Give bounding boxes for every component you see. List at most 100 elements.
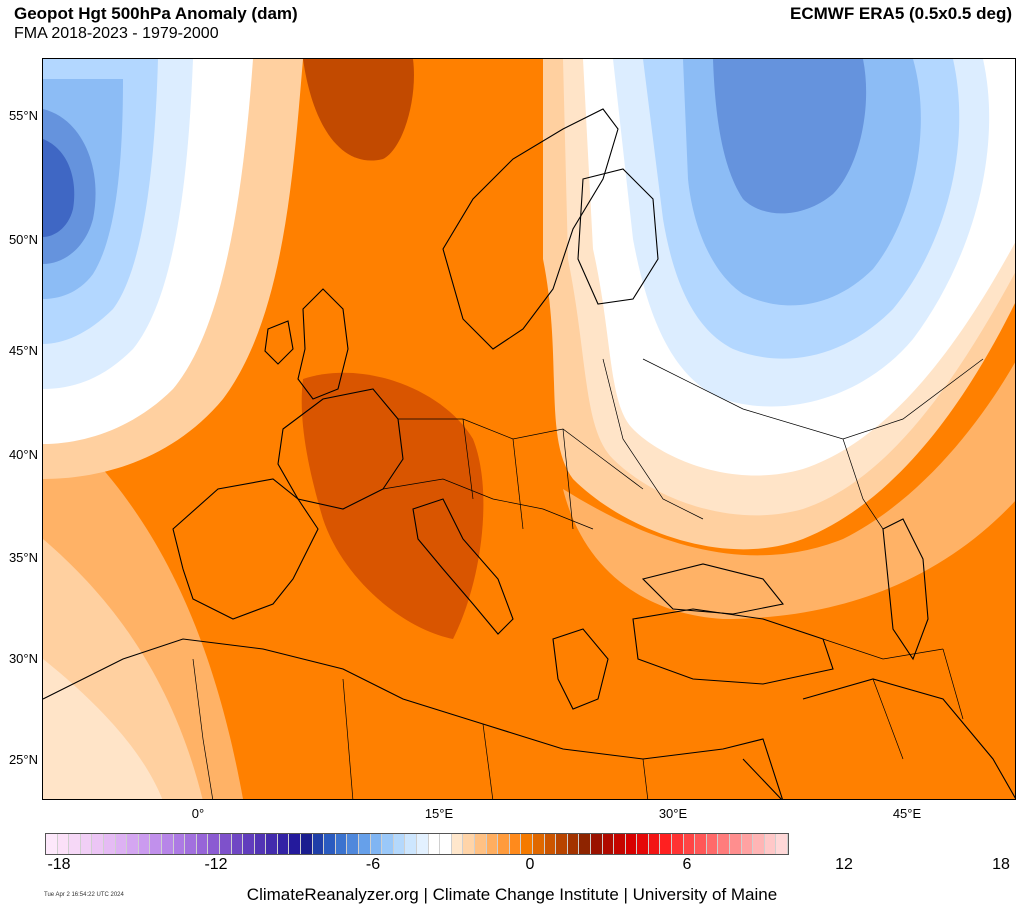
colorbar-cell (382, 834, 394, 854)
finland-outline (577, 168, 659, 305)
colorbar-cell (405, 834, 417, 854)
colorbar-cell (312, 834, 325, 854)
colorbar-cell (544, 834, 557, 854)
lat-label: 55°N (8, 108, 38, 123)
colorbar-cell (428, 834, 441, 854)
colorbar-tick: -6 (365, 856, 381, 873)
north-sea-deep-orange (303, 59, 414, 161)
colorbar-tick: 0 (525, 856, 535, 873)
colorbar-cell (695, 834, 707, 854)
lat-label: 45°N (8, 343, 38, 358)
colorbar-cell (92, 834, 104, 854)
central-deep-orange (301, 372, 484, 639)
colorbar-cell (625, 834, 638, 854)
border-line (942, 648, 964, 720)
colorbar-cell (57, 834, 70, 854)
colorbar-cell (614, 834, 626, 854)
scandinavia-outline (442, 108, 619, 350)
colorbar-cell (417, 834, 429, 854)
arabia-outline (802, 678, 1015, 799)
colorbar-cell (706, 834, 719, 854)
border-line (872, 678, 904, 760)
colorbar-cell (103, 834, 116, 854)
colorbar-cell (567, 834, 580, 854)
coastlines (43, 108, 1015, 799)
colorbar-cell (718, 834, 731, 854)
east-blue (713, 59, 867, 214)
colorbar-cell (196, 834, 209, 854)
lat-label: 25°N (8, 752, 38, 767)
colorbar-cell (683, 834, 696, 854)
colorbar-tick: -18 (47, 856, 71, 873)
colorbar-cell (69, 834, 81, 854)
colorbar-cell (753, 834, 765, 854)
colorbar-tick: 12 (835, 856, 853, 873)
ireland-outline (264, 320, 294, 365)
britain-outline (297, 288, 349, 400)
map-subtitle: FMA 2018-2023 - 1979-2000 (14, 25, 219, 42)
colorbar-cell (370, 834, 383, 854)
black-sea-outline (641, 563, 784, 615)
colorbar-cell (776, 834, 788, 854)
colorbar-cell (266, 834, 278, 854)
border-line (192, 658, 214, 799)
colorbar-cell (115, 834, 128, 854)
east-pale-orange (563, 362, 1015, 619)
france-outline (277, 388, 404, 510)
border-line (512, 438, 524, 530)
colorbar-cell (764, 834, 777, 854)
colorbar-cell (474, 834, 487, 854)
colorbar-cell (393, 834, 406, 854)
colorbar-cell (440, 834, 452, 854)
atlantic-deep-blue (43, 139, 75, 237)
colorbar-cell (46, 834, 58, 854)
border-line (602, 358, 704, 520)
lat-label: 30°N (8, 651, 38, 666)
red-sea (742, 758, 782, 799)
africa-coast (43, 638, 783, 799)
lat-label: 40°N (8, 447, 38, 462)
border-line (842, 438, 884, 530)
colorbar-cell (208, 834, 220, 854)
colorbar-cell (243, 834, 255, 854)
border-line (398, 418, 644, 490)
colorbar-cell (277, 834, 290, 854)
colorbar-cell (579, 834, 591, 854)
colorbar-cell (451, 834, 464, 854)
colorbar-cell (648, 834, 661, 854)
border-line (462, 418, 474, 500)
timestamp: Tue Apr 2 16:54:22 UTC 2024 (44, 892, 124, 898)
colorbar-cell (289, 834, 302, 854)
greece-outline (552, 628, 609, 710)
colorbar-cell (741, 834, 754, 854)
colorbar (45, 833, 790, 855)
lon-label: 30°E (658, 806, 688, 821)
colorbar-cell (602, 834, 615, 854)
colorbar-cell (231, 834, 244, 854)
lon-label: 0° (191, 806, 205, 821)
iberia-outline (172, 478, 319, 620)
colorbar-cell (150, 834, 162, 854)
colorbar-cell (301, 834, 313, 854)
lon-label: 45°E (892, 806, 922, 821)
colorbar-cell (359, 834, 371, 854)
colorbar-cell (185, 834, 197, 854)
data-source: ECMWF ERA5 (0.5x0.5 deg) (790, 4, 1012, 23)
colorbar-cell (590, 834, 603, 854)
colorbar-cell (463, 834, 475, 854)
colorbar-cell (509, 834, 522, 854)
caspian-outline (882, 518, 929, 661)
lon-label: 15°E (424, 806, 454, 821)
colorbar-cell (637, 834, 649, 854)
colorbar-cell (138, 834, 151, 854)
colorbar-cell (486, 834, 499, 854)
border-line (822, 638, 944, 660)
colorbar-cell (80, 834, 93, 854)
colorbar-cell (521, 834, 533, 854)
lat-label: 50°N (8, 232, 38, 247)
colorbar-tick: -12 (204, 856, 228, 873)
colorbar-cell (347, 834, 360, 854)
anomaly-map (42, 58, 1016, 800)
border-line (342, 678, 354, 799)
colorbar-tick: 6 (682, 856, 692, 873)
